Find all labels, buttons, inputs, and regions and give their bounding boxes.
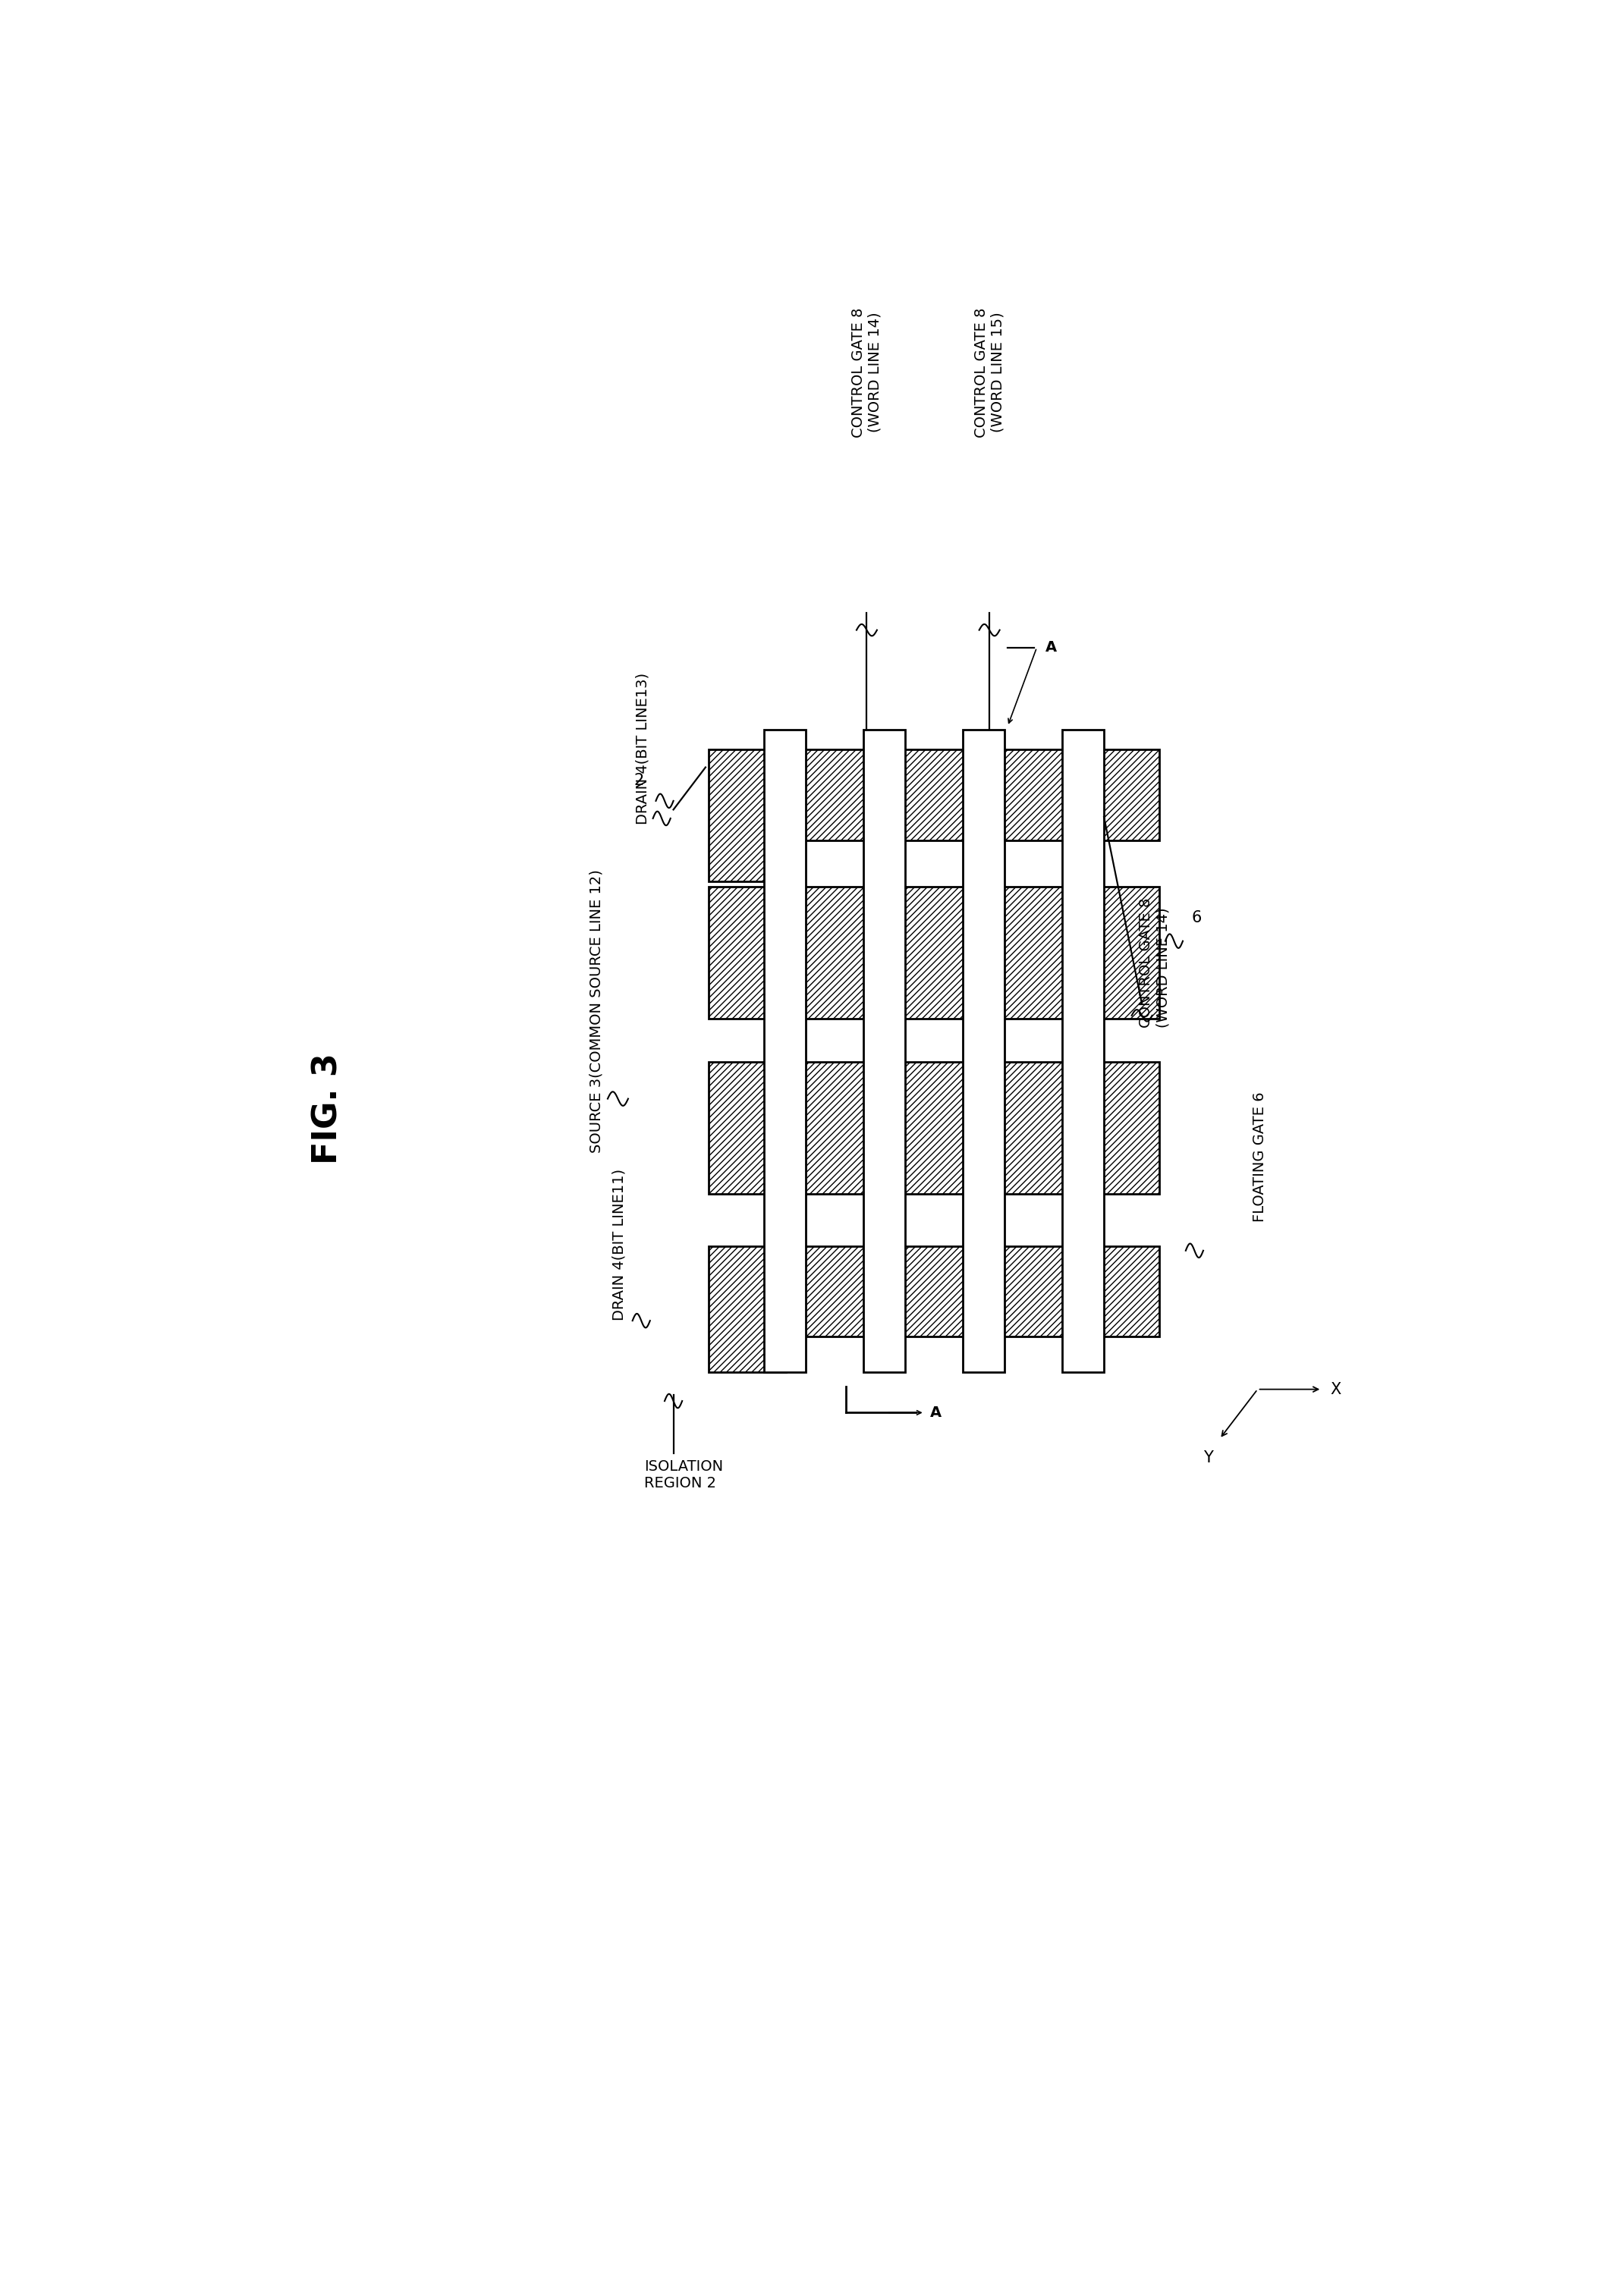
Text: CONTROL GATE 8
(WORD LINE 14): CONTROL GATE 8 (WORD LINE 14): [852, 308, 882, 436]
Bar: [1062, 730, 1104, 1371]
Bar: [983, 751, 1084, 840]
Bar: [963, 730, 1005, 1371]
Text: FIG. 3: FIG. 3: [312, 1054, 344, 1164]
Bar: [882, 886, 984, 1019]
Bar: [882, 1063, 984, 1194]
Text: DRAIN 4(BIT LINE11): DRAIN 4(BIT LINE11): [612, 1169, 627, 1320]
Text: Y: Y: [1202, 1451, 1212, 1465]
Bar: [784, 751, 886, 840]
Bar: [708, 1063, 785, 1194]
Text: X: X: [1330, 1382, 1341, 1396]
Bar: [1081, 1063, 1159, 1194]
Bar: [708, 751, 785, 882]
Bar: [983, 1247, 1084, 1336]
Text: 2: 2: [633, 774, 645, 788]
Bar: [1081, 751, 1159, 840]
Text: DRAIN 4(BIT LINE13): DRAIN 4(BIT LINE13): [635, 673, 650, 824]
Text: A: A: [1046, 641, 1057, 654]
Bar: [764, 730, 806, 1371]
Text: CONTROL GATE 8
(WORD LINE 14): CONTROL GATE 8 (WORD LINE 14): [1139, 898, 1170, 1029]
Bar: [1081, 886, 1159, 1019]
Bar: [708, 886, 785, 1019]
Text: CONTROL GATE 8
(WORD LINE 15): CONTROL GATE 8 (WORD LINE 15): [974, 308, 1005, 436]
Bar: [983, 1063, 1084, 1194]
Text: SOURCE 3(COMMON SOURCE LINE 12): SOURCE 3(COMMON SOURCE LINE 12): [588, 870, 603, 1153]
Bar: [784, 1247, 886, 1336]
Bar: [863, 730, 905, 1371]
Text: A: A: [931, 1405, 942, 1419]
Text: ISOLATION
REGION 2: ISOLATION REGION 2: [645, 1460, 724, 1490]
Text: FLOATING GATE 6: FLOATING GATE 6: [1252, 1093, 1267, 1221]
Bar: [784, 886, 886, 1019]
Bar: [983, 886, 1084, 1019]
Text: 6: 6: [1191, 909, 1202, 925]
Bar: [882, 751, 984, 840]
Bar: [1081, 1247, 1159, 1336]
Bar: [708, 1247, 785, 1371]
Bar: [784, 1063, 886, 1194]
Bar: [882, 1247, 984, 1336]
